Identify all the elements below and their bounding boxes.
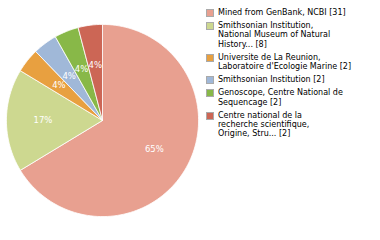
svg-text:4%: 4% [52,80,65,90]
svg-text:4%: 4% [62,70,76,81]
svg-text:4%: 4% [89,60,103,70]
html-text:Smithsonian Institution [2]: Smithsonian Institution [2] [218,75,325,85]
html-text:Genoscope, Centre National de: Genoscope, Centre National de Sequencage… [218,88,343,107]
svg-text:65%: 65% [145,144,164,154]
html-text:Smithsonian Institution, Natio: Smithsonian Institution, National Museum… [218,21,331,49]
svg-text:17%: 17% [33,115,52,125]
html-text:Universite de La Reunion, Labo: Universite de La Reunion, Laboratoire d'… [218,52,351,71]
svg-text:4%: 4% [75,64,89,74]
html-text:Centre national de la recherch: Centre national de la recherche scientif… [218,110,310,139]
html-text:Mined from GenBank, NCBI [31]: Mined from GenBank, NCBI [31] [218,8,346,17]
